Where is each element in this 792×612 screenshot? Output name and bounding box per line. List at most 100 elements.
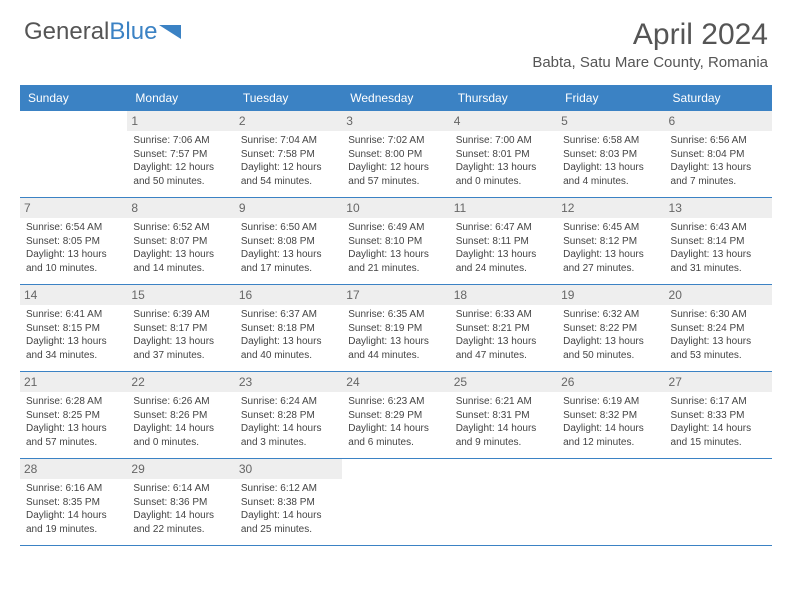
week-row: 7 Sunrise: 6:54 AMSunset: 8:05 PM Daylight…: [20, 198, 772, 285]
day-number: 10: [342, 198, 449, 218]
weekday-header-cell: Sunday: [20, 85, 127, 111]
month-title: April 2024: [532, 18, 768, 52]
sunset-line: Sunset: 8:00 PM: [348, 148, 443, 162]
daylight-line: Daylight: 12 hours and 50 minutes.: [133, 161, 228, 188]
day-cell: 19Sunrise: 6:32 AMSunset: 8:22 PMDayligh…: [557, 285, 664, 371]
day-number: 5: [557, 111, 664, 131]
sunset-line: Sunset: 8:38 PM: [241, 496, 336, 510]
day-number: 17: [342, 285, 449, 305]
day-cell: 13Sunrise: 6:43 AMSunset: 8:14 PMDayligh…: [665, 198, 772, 284]
day-cell: 8 Sunrise: 6:52 AMSunset: 8:07 PMDaylight…: [127, 198, 234, 284]
day-cell: 5Sunrise: 6:58 AMSunset: 8:03 PMDaylight…: [557, 111, 664, 197]
sunrise-line: Sunrise: 6:54 AM: [26, 221, 121, 235]
sunrise-line: Sunrise: 6:43 AM: [671, 221, 766, 235]
daylight-line: Daylight: 14 hours and 6 minutes.: [348, 422, 443, 449]
day-number: 21: [20, 372, 127, 392]
daylight-line: Daylight: 14 hours and 15 minutes.: [671, 422, 766, 449]
day-cell: 26Sunrise: 6:19 AMSunset: 8:32 PMDayligh…: [557, 372, 664, 458]
day-number: 3: [342, 111, 449, 131]
calendar-grid: SundayMondayTuesdayWednesdayThursdayFrid…: [20, 85, 772, 546]
day-number: 4: [450, 111, 557, 131]
day-number: 26: [557, 372, 664, 392]
day-cell: [557, 459, 664, 545]
sunset-line: Sunset: 8:35 PM: [26, 496, 121, 510]
daylight-line: Daylight: 13 hours and 47 minutes.: [456, 335, 551, 362]
sunrise-line: Sunrise: 6:23 AM: [348, 395, 443, 409]
daylight-line: Daylight: 13 hours and 53 minutes.: [671, 335, 766, 362]
sunset-line: Sunset: 8:26 PM: [133, 409, 228, 423]
sunset-line: Sunset: 8:21 PM: [456, 322, 551, 336]
page-header: GeneralBlue April 2024 Babta, Satu Mare …: [0, 0, 792, 79]
day-cell: 3Sunrise: 7:02 AMSunset: 8:00 PMDaylight…: [342, 111, 449, 197]
week-row: 14Sunrise: 6:41 AMSunset: 8:15 PMDayligh…: [20, 285, 772, 372]
sunrise-line: Sunrise: 7:00 AM: [456, 134, 551, 148]
daylight-line: Daylight: 13 hours and 14 minutes.: [133, 248, 228, 275]
day-number: 6: [665, 111, 772, 131]
daylight-line: Daylight: 14 hours and 0 minutes.: [133, 422, 228, 449]
sunset-line: Sunset: 8:25 PM: [26, 409, 121, 423]
day-number: 18: [450, 285, 557, 305]
daylight-line: Daylight: 13 hours and 24 minutes.: [456, 248, 551, 275]
day-number: 1: [127, 111, 234, 131]
day-cell: [450, 459, 557, 545]
sunrise-line: Sunrise: 6:47 AM: [456, 221, 551, 235]
weekday-header-cell: Thursday: [450, 85, 557, 111]
weekday-header-cell: Saturday: [665, 85, 772, 111]
logo-triangle-icon: [159, 23, 185, 41]
day-cell: 22Sunrise: 6:26 AMSunset: 8:26 PMDayligh…: [127, 372, 234, 458]
day-cell: 12Sunrise: 6:45 AMSunset: 8:12 PMDayligh…: [557, 198, 664, 284]
sunset-line: Sunset: 8:10 PM: [348, 235, 443, 249]
sunrise-line: Sunrise: 6:26 AM: [133, 395, 228, 409]
sunset-line: Sunset: 8:12 PM: [563, 235, 658, 249]
sunset-line: Sunset: 8:36 PM: [133, 496, 228, 510]
daylight-line: Daylight: 14 hours and 22 minutes.: [133, 509, 228, 536]
weekday-header-cell: Monday: [127, 85, 234, 111]
sunset-line: Sunset: 8:03 PM: [563, 148, 658, 162]
day-number: 19: [557, 285, 664, 305]
sunrise-line: Sunrise: 6:39 AM: [133, 308, 228, 322]
day-number: 24: [342, 372, 449, 392]
week-row: 28Sunrise: 6:16 AMSunset: 8:35 PMDayligh…: [20, 459, 772, 546]
day-cell: 6Sunrise: 6:56 AMSunset: 8:04 PMDaylight…: [665, 111, 772, 197]
logo-text-2: Blue: [109, 18, 157, 46]
day-cell: 20Sunrise: 6:30 AMSunset: 8:24 PMDayligh…: [665, 285, 772, 371]
day-cell: [342, 459, 449, 545]
sunset-line: Sunset: 8:17 PM: [133, 322, 228, 336]
daylight-line: Daylight: 13 hours and 27 minutes.: [563, 248, 658, 275]
sunset-line: Sunset: 8:22 PM: [563, 322, 658, 336]
sunset-line: Sunset: 8:04 PM: [671, 148, 766, 162]
day-number: 28: [20, 459, 127, 479]
daylight-line: Daylight: 14 hours and 25 minutes.: [241, 509, 336, 536]
sunrise-line: Sunrise: 6:21 AM: [456, 395, 551, 409]
sunrise-line: Sunrise: 7:02 AM: [348, 134, 443, 148]
weekday-header-cell: Tuesday: [235, 85, 342, 111]
day-number: 8: [127, 198, 234, 218]
day-number: 20: [665, 285, 772, 305]
daylight-line: Daylight: 13 hours and 57 minutes.: [26, 422, 121, 449]
sunrise-line: Sunrise: 6:28 AM: [26, 395, 121, 409]
sunset-line: Sunset: 8:05 PM: [26, 235, 121, 249]
sunset-line: Sunset: 8:33 PM: [671, 409, 766, 423]
daylight-line: Daylight: 13 hours and 0 minutes.: [456, 161, 551, 188]
sunset-line: Sunset: 8:14 PM: [671, 235, 766, 249]
sunrise-line: Sunrise: 6:14 AM: [133, 482, 228, 496]
daylight-line: Daylight: 13 hours and 37 minutes.: [133, 335, 228, 362]
logo: GeneralBlue: [24, 18, 185, 46]
day-cell: 30Sunrise: 6:12 AMSunset: 8:38 PMDayligh…: [235, 459, 342, 545]
daylight-line: Daylight: 13 hours and 31 minutes.: [671, 248, 766, 275]
day-cell: [665, 459, 772, 545]
weeks-container: 1Sunrise: 7:06 AMSunset: 7:57 PMDaylight…: [20, 111, 772, 546]
sunrise-line: Sunrise: 6:33 AM: [456, 308, 551, 322]
sunrise-line: Sunrise: 7:04 AM: [241, 134, 336, 148]
daylight-line: Daylight: 14 hours and 19 minutes.: [26, 509, 121, 536]
week-row: 1Sunrise: 7:06 AMSunset: 7:57 PMDaylight…: [20, 111, 772, 198]
day-cell: 27Sunrise: 6:17 AMSunset: 8:33 PMDayligh…: [665, 372, 772, 458]
sunrise-line: Sunrise: 6:35 AM: [348, 308, 443, 322]
sunrise-line: Sunrise: 6:52 AM: [133, 221, 228, 235]
day-number: 7: [20, 198, 127, 218]
day-cell: 29Sunrise: 6:14 AMSunset: 8:36 PMDayligh…: [127, 459, 234, 545]
daylight-line: Daylight: 14 hours and 9 minutes.: [456, 422, 551, 449]
sunset-line: Sunset: 8:07 PM: [133, 235, 228, 249]
daylight-line: Daylight: 13 hours and 21 minutes.: [348, 248, 443, 275]
sunrise-line: Sunrise: 7:06 AM: [133, 134, 228, 148]
